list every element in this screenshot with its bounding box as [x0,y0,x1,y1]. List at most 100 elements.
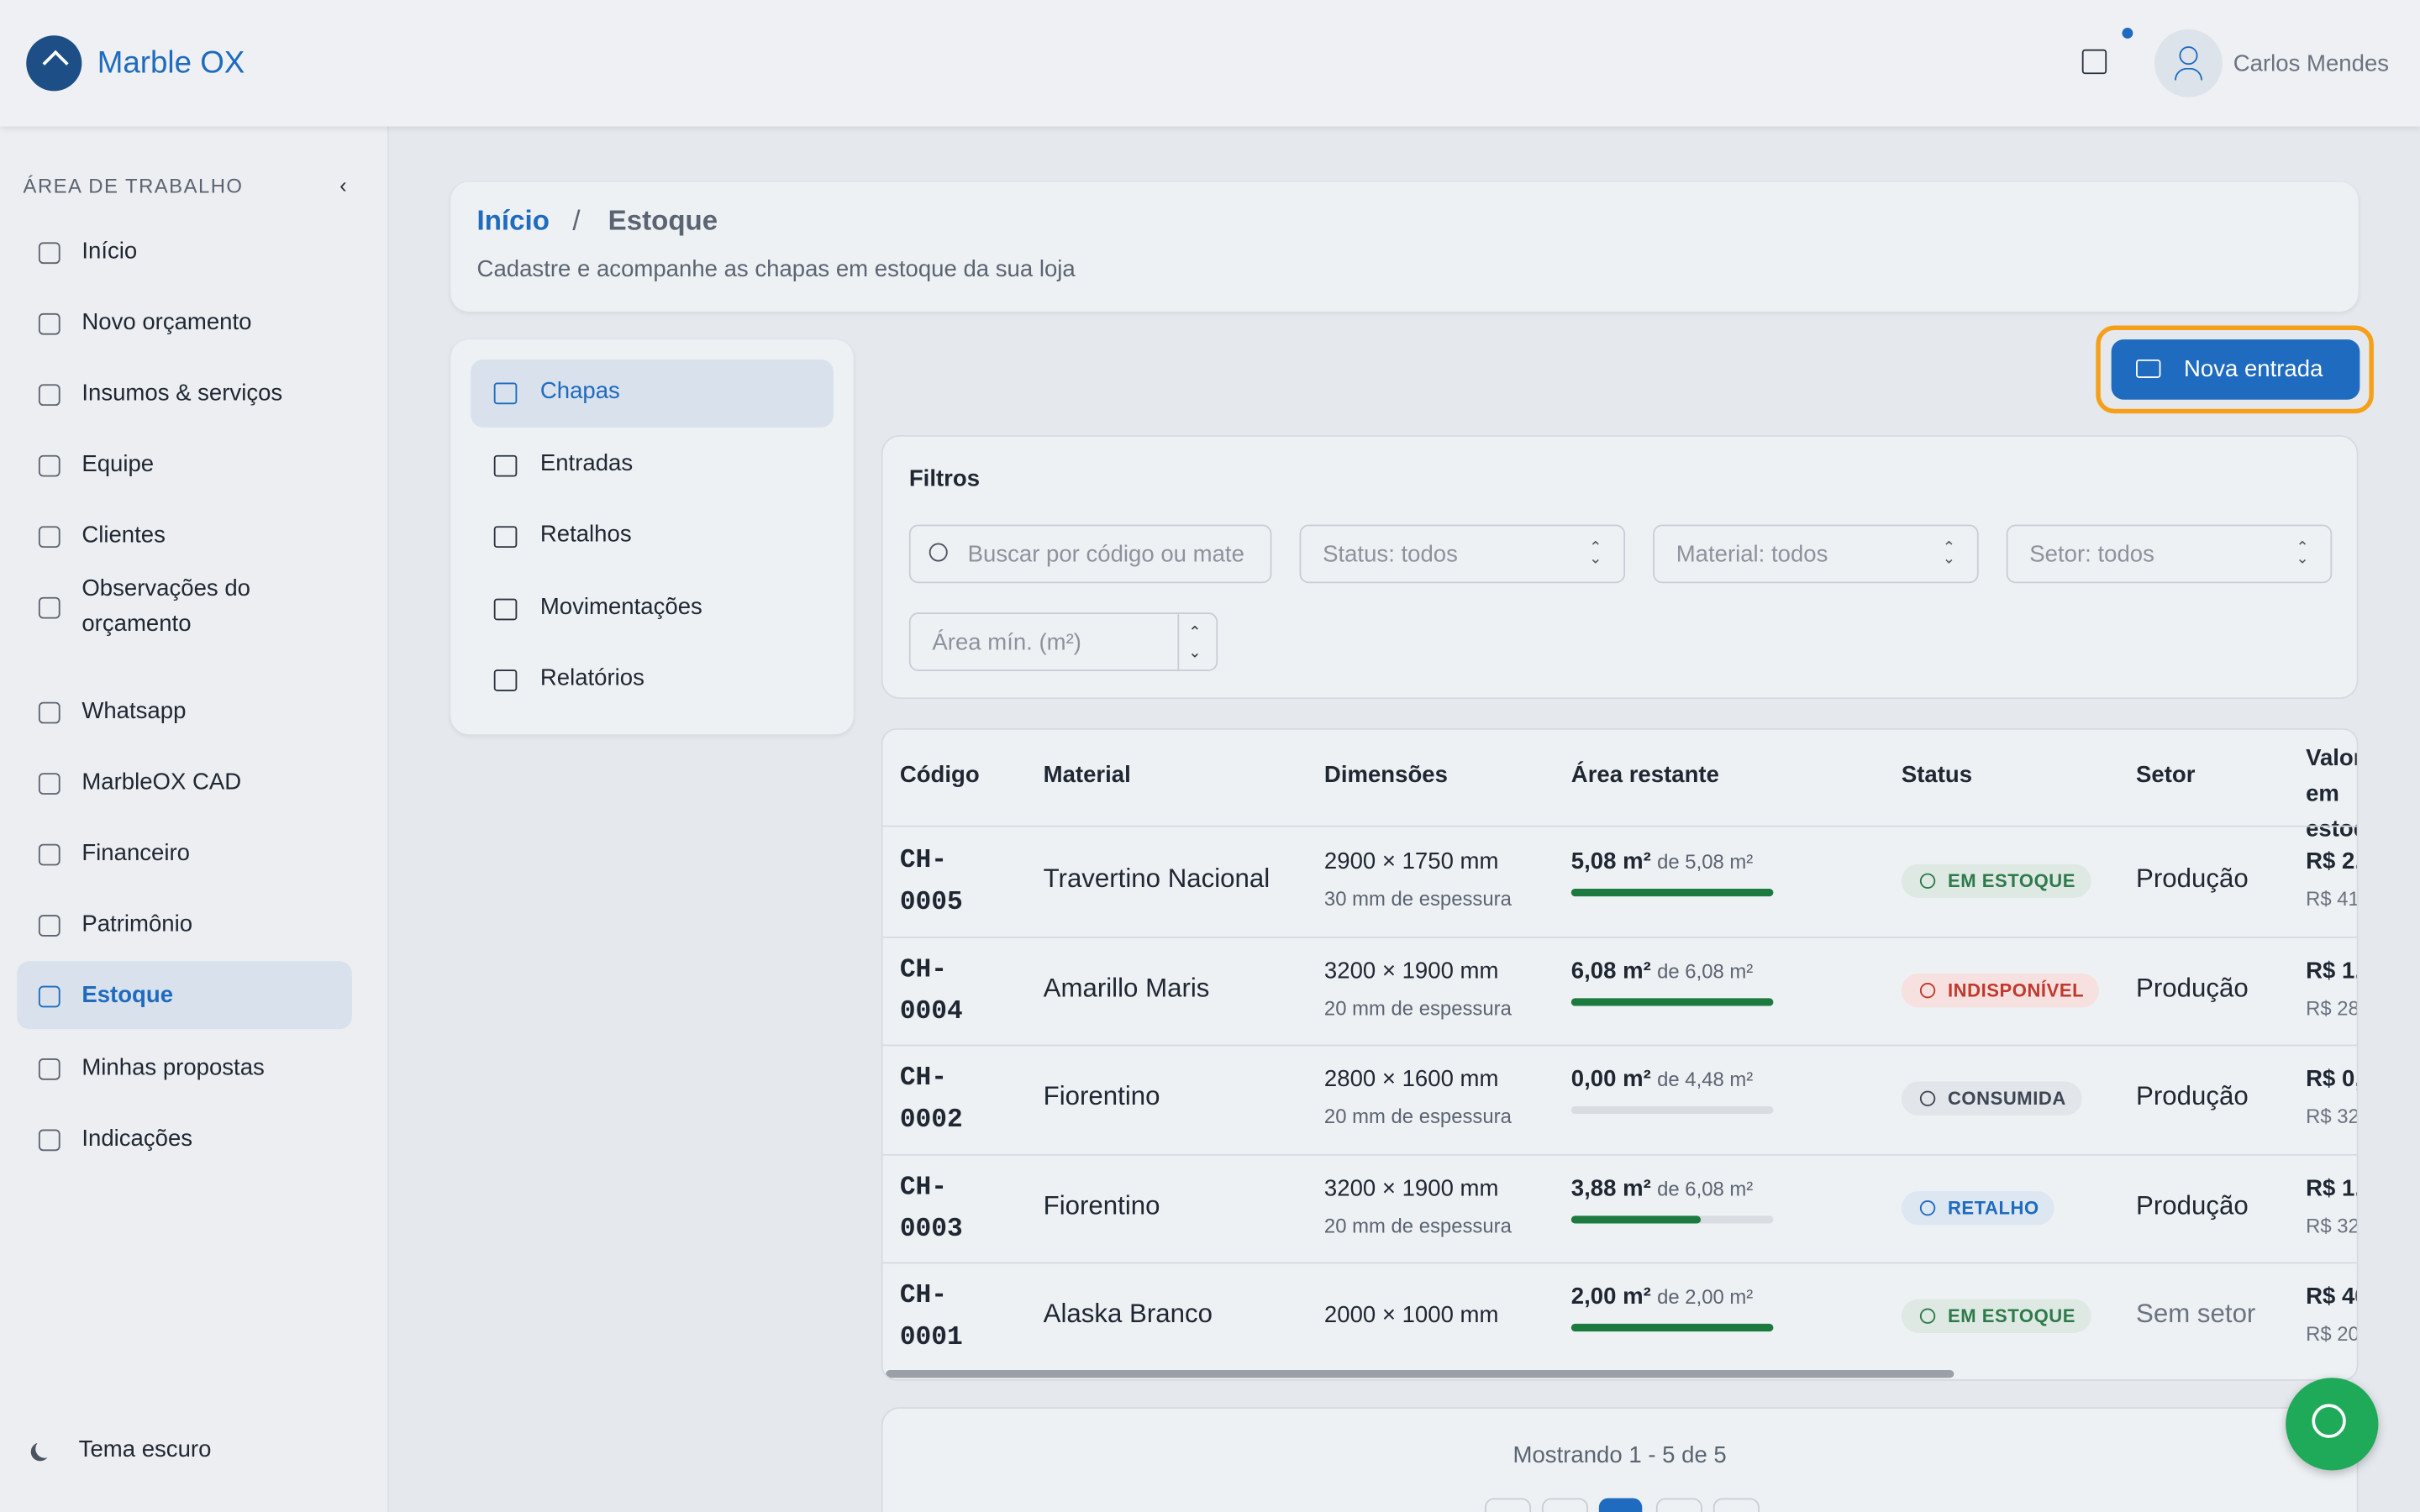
logo [26,35,82,92]
nav-item[interactable]: Equipe [17,430,352,498]
nav-item[interactable]: Indicações [17,1105,352,1173]
filters-title: Filtros [908,465,981,492]
sub-nav-item[interactable]: Retalhos [471,503,834,571]
sub-nav-item[interactable]: Chapas [471,359,834,428]
button-label: Nova entrada [2183,356,2323,383]
nav-label: Observações do orçamento [82,575,250,638]
nav-item[interactable]: Financeiro [17,819,352,887]
page-button[interactable] [1655,1498,1702,1512]
material-select[interactable]: Material: todos ⌃ ⌄ [1653,524,1979,584]
theme-toggle[interactable]: Tema escuro [78,1436,212,1463]
sub-nav-item[interactable]: Movimentações [471,575,834,643]
nav-item[interactable]: Início [17,218,352,286]
breadcrumb-card: Início / Estoque Cadastre e acompanhe as… [450,181,2359,312]
area-remaining: 5,08 m² [1570,848,1651,875]
pagination-summary: Mostrando 1 - 5 de 5 [1512,1442,1727,1469]
progress-track [1570,888,1774,897]
page-subtitle: Cadastre e acompanhe as chapas em estoqu… [476,255,1076,283]
progress-track [1570,1105,1774,1115]
nav-label: Minhas propostas [82,1054,265,1081]
value: R$ 40 [2306,1284,2357,1310]
status-select[interactable]: Status: todos ⌃ ⌄ [1299,524,1626,584]
status-badge: EM ESTOQUE [1901,864,2091,898]
nav-icon [38,773,60,795]
nav-label: Estoque [82,982,174,1009]
nav-item[interactable]: Clientes [17,501,352,570]
page-button[interactable] [1484,1498,1532,1512]
material: Amarillo Maris [1043,973,1210,1002]
sub-nav-item[interactable]: Relatórios [471,647,834,715]
search-input[interactable]: Buscar por código ou mate [908,524,1272,584]
sub-nav-label: Movimentações [539,593,702,620]
whatsapp-button[interactable] [2286,1378,2379,1471]
section-title: ÁREA DE TRABALHO [23,174,244,198]
status-badge: INDISPONÍVEL [1901,973,2100,1007]
breadcrumb-separator: / [572,205,581,237]
area-total: de 5,08 m² [1657,850,1754,874]
dimensions: 3200 × 1900 mm [1323,957,1499,984]
nav-item[interactable]: MarbleOX CAD [17,748,352,816]
breadcrumb-home[interactable]: Início [476,205,550,237]
area-remaining: 0,00 m² [1570,1066,1651,1093]
code: CH-0001 [899,1282,963,1353]
thickness: 20 mm de espessura [1323,1213,1512,1237]
nav-label: Insumos & serviços [82,380,283,407]
nav-item[interactable]: Whatsapp [17,677,352,745]
nav-item[interactable]: Patrimônio [17,890,352,958]
nav-item[interactable]: Estoque [17,961,352,1030]
column-header: Valor em estoque [2306,745,2359,843]
progress-track [1570,1215,1774,1223]
sub-nav-label: Relatórios [539,665,644,692]
sub-nav-icon [493,669,518,692]
dimensions: 3200 × 1900 mm [1323,1174,1499,1201]
page-button[interactable] [1712,1498,1760,1512]
material: Travertino Nacional [1043,864,1270,894]
nav-item[interactable]: Minhas propostas [17,1034,352,1102]
scrollbar[interactable] [886,1370,1954,1378]
progress-bar [1570,1323,1774,1332]
code: CH-0005 [899,847,963,918]
new-entry-button[interactable]: Nova entrada [2111,339,2360,400]
sub-nav-icon [493,382,518,405]
pagination-card: Mostrando 1 - 5 de 5 [881,1407,2359,1512]
row-divider [882,935,2357,937]
notification-dot [2122,28,2133,39]
column-header: Código [899,762,980,789]
sub-nav: Chapas Entradas Retalhos Movimentações Relat… [450,339,854,735]
page-button[interactable] [1541,1498,1589,1512]
sub-nav-label: Entradas [539,449,634,476]
progress-bar [1570,1215,1701,1223]
min-area-input[interactable]: Área mín. (m²) ⌃ ⌄ [908,612,1218,671]
page-button-active[interactable] [1598,1498,1643,1512]
user-name[interactable]: Carlos Mendes [2233,50,2390,77]
code: CH-0003 [899,1173,963,1245]
top-bar: Marble OX Carlos Mendes [0,0,2420,127]
header-divider [882,825,2357,827]
sub-nav-icon [493,598,518,620]
nav-label: Whatsapp [82,698,187,725]
sector-select[interactable]: Setor: todos ⌃ ⌄ [2006,524,2333,584]
sub-nav-item[interactable]: Entradas [471,432,834,500]
nav-item[interactable]: Novo orçamento [17,288,352,356]
progress-track [1570,997,1774,1005]
gift-icon[interactable] [2081,49,2107,75]
area-cell: 2,00 m² de 2,00 m² [1571,1284,1753,1310]
value: R$ 0, [2306,1066,2359,1093]
nav-item[interactable]: Insumos & serviços [17,360,352,428]
avatar[interactable] [2154,29,2223,97]
nav-icon [38,985,60,1008]
sub-nav-label: Retalhos [539,522,632,549]
material: Alaska Branco [1043,1299,1213,1329]
collapse-button[interactable]: ‹ [339,172,347,198]
sub-nav-icon [493,454,518,476]
area-total: de 6,08 m² [1657,1176,1754,1200]
progress-bar [1570,997,1774,1005]
sector: Produção [2136,864,2249,894]
nav-item[interactable]: Observações do orçamento [17,562,325,652]
select-label: Status: todos [1323,541,1458,568]
area-total: de 4,48 m² [1657,1068,1754,1091]
status-badge: RETALHO [1901,1190,2055,1225]
stock-table: Código Material Dimensões Área restante Stat… [881,727,2359,1381]
